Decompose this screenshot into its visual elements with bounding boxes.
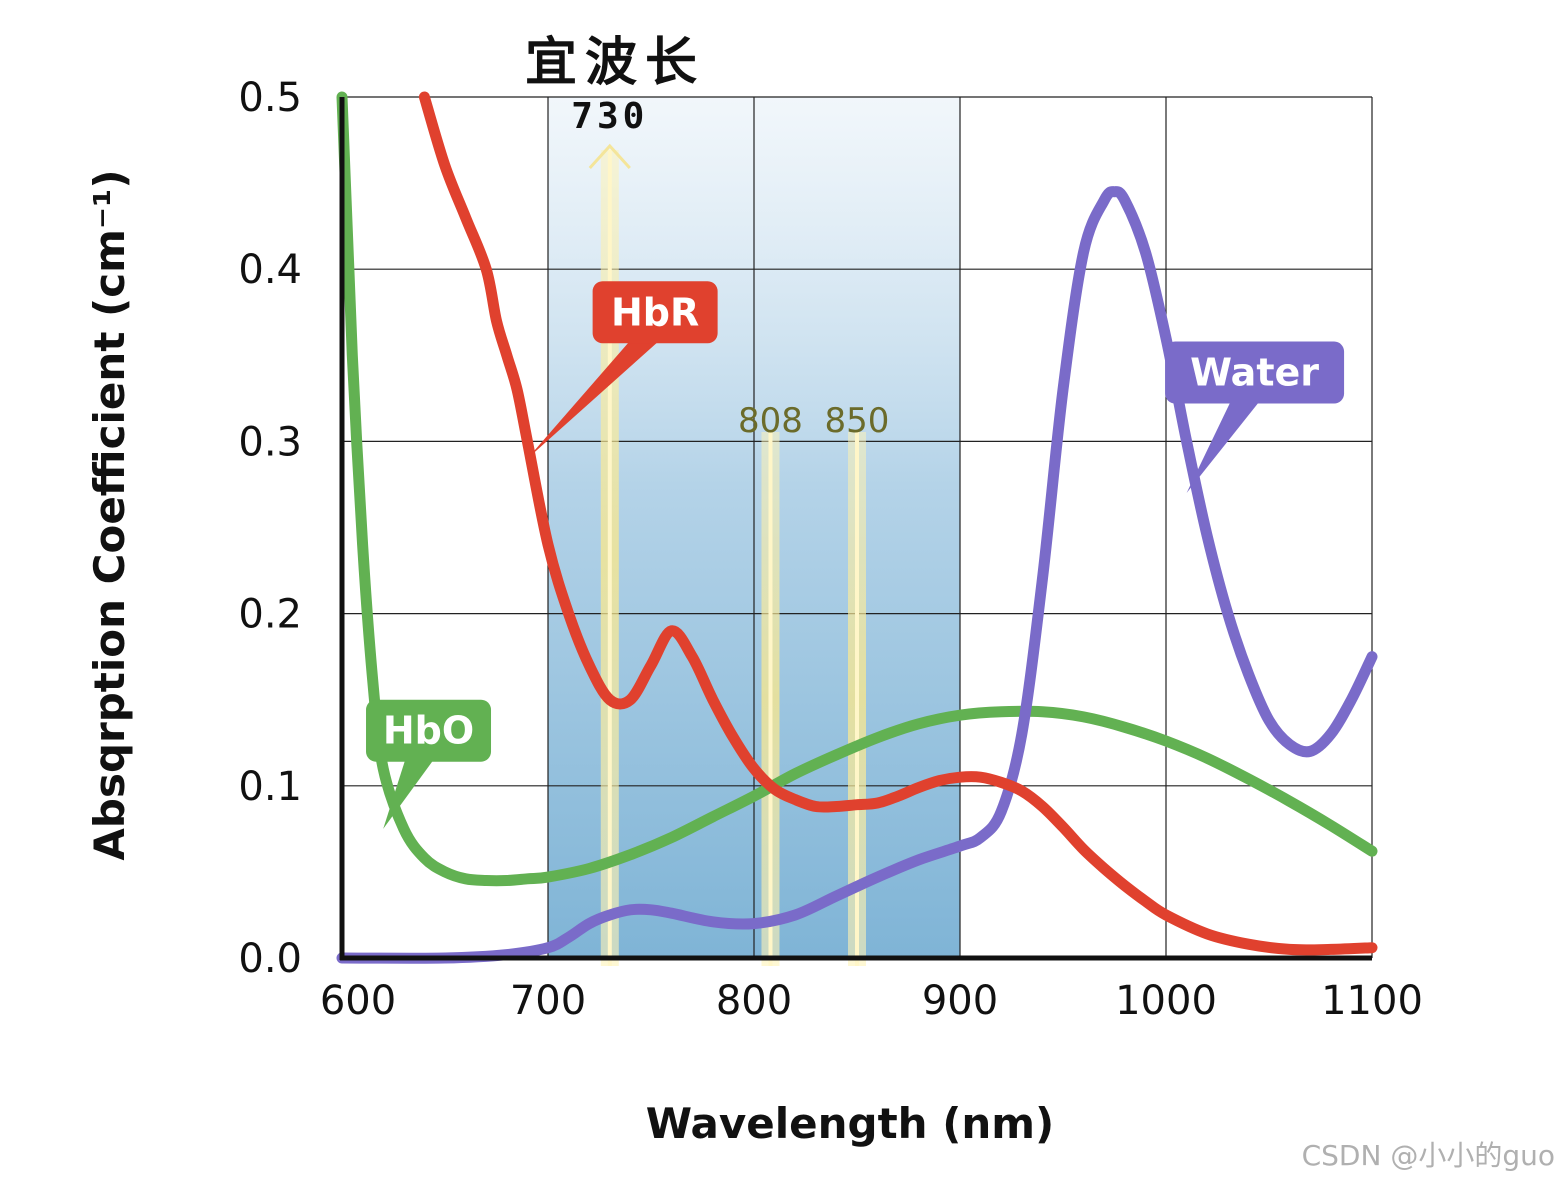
series-lines bbox=[336, 91, 1378, 964]
x-tick-label-800: 800 bbox=[716, 978, 792, 1024]
marker-label-850: 850 bbox=[825, 401, 890, 441]
callout-pointer-hbo bbox=[383, 755, 437, 829]
x-tick-label-600: 600 bbox=[320, 978, 396, 1024]
y-axis-title: Absqrption Coefficient (cm⁻¹) bbox=[85, 169, 134, 860]
y-tick-label-0.1: 0.1 bbox=[238, 764, 302, 810]
tick-labels: 600 700 800 900 1000 1100 0.0 0.1 0.2 0.3 0.4 0.5 bbox=[238, 75, 1423, 1024]
callout-label-hbr: HbR bbox=[611, 290, 699, 334]
beam-arrow-730 bbox=[588, 143, 631, 170]
marker-label-730: 730 bbox=[571, 96, 648, 137]
callout-pointer-hbr bbox=[527, 337, 664, 459]
y-tick-label-0.3: 0.3 bbox=[238, 419, 302, 465]
callout-box-water bbox=[1165, 341, 1345, 404]
axes bbox=[339, 97, 1372, 961]
y-tick-label-0.2: 0.2 bbox=[238, 592, 302, 638]
callouts: HbR HbO Water bbox=[366, 281, 1345, 829]
series-line-water bbox=[336, 186, 1378, 964]
callout-label-hbo: HbO bbox=[383, 709, 474, 753]
series-line-hbr bbox=[418, 91, 1378, 956]
x-tick-label-900: 900 bbox=[922, 978, 998, 1024]
callout-box-hbr bbox=[592, 281, 718, 344]
chart-title: 宜波长 bbox=[525, 33, 705, 93]
callout-box-hbo bbox=[366, 699, 492, 762]
series-line-hbo bbox=[336, 91, 1378, 887]
y-tick-label-0.0: 0.0 bbox=[238, 936, 302, 982]
callout-label-water: Water bbox=[1190, 351, 1319, 395]
callout-pointer-water bbox=[1186, 397, 1263, 494]
marker-label-808: 808 bbox=[738, 401, 803, 441]
x-tick-label-700: 700 bbox=[510, 978, 586, 1024]
x-axis-title: Wavelength (nm) bbox=[646, 1099, 1055, 1148]
watermark: CSDN @小小的guo bbox=[1302, 1139, 1555, 1172]
x-tick-label-1000: 1000 bbox=[1115, 978, 1217, 1024]
y-tick-label-0.5: 0.5 bbox=[238, 75, 302, 121]
wavelength-markers: 730 808 850 bbox=[571, 96, 889, 966]
x-tick-label-1100: 1100 bbox=[1321, 978, 1423, 1024]
y-tick-label-0.4: 0.4 bbox=[238, 247, 302, 293]
